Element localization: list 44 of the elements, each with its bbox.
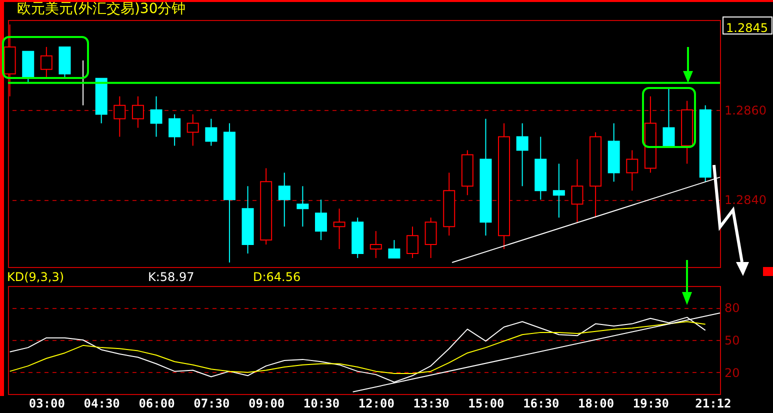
candlestick xyxy=(168,114,181,146)
y-tick-label: 1.2840 xyxy=(724,193,766,208)
candlestick xyxy=(40,46,52,79)
x-tick-label: 10:30 xyxy=(303,396,340,410)
candlestick xyxy=(516,122,528,187)
text: 1.2845 xyxy=(726,21,768,35)
candlestick xyxy=(205,118,218,146)
candlestick xyxy=(370,230,382,259)
x-tick-label: 19:30 xyxy=(632,396,670,410)
x-tick-label: 03:00 xyxy=(28,396,65,410)
candlestick xyxy=(278,172,290,228)
text: D:64.56 xyxy=(253,270,301,284)
x-tick-label: 06:00 xyxy=(138,396,175,410)
candlestick xyxy=(626,150,638,192)
candlestick xyxy=(314,199,327,241)
candlestick xyxy=(662,86,675,146)
x-tick-label: 16:30 xyxy=(523,396,560,410)
y-tick-label: 1.2860 xyxy=(724,103,766,118)
candlestick xyxy=(552,163,565,218)
y-tick-label: 20 xyxy=(724,366,740,380)
x-tick-label: 13:30 xyxy=(413,396,450,410)
x-tick-label: 18:00 xyxy=(578,396,614,410)
candlestick xyxy=(132,96,144,128)
candlestick xyxy=(296,186,309,228)
text: K:58.97 xyxy=(148,270,194,284)
candlestick xyxy=(424,217,437,259)
chart-title: KD(9,3,3) xyxy=(7,270,64,284)
x-tick-label: 07:30 xyxy=(194,396,230,410)
x-tick-label: 21:12 xyxy=(695,396,732,410)
x-tick-label: 12:00 xyxy=(358,396,394,410)
y-tick-label: 50 xyxy=(724,334,740,348)
line-series xyxy=(9,321,706,374)
x-tick-label: 04:30 xyxy=(84,396,120,410)
x-tick-label: 15:00 xyxy=(468,396,504,410)
candlestick xyxy=(571,158,584,223)
y-tick-label: 80 xyxy=(724,301,740,316)
candlestick xyxy=(186,114,199,146)
candlestick xyxy=(333,208,346,250)
candlestick xyxy=(114,96,126,138)
candlestick xyxy=(388,240,400,259)
candlestick xyxy=(406,226,419,259)
chart-title: 欧元美元(外汇交易)30分钟 xyxy=(17,1,186,17)
x-tick-label: 09:00 xyxy=(248,396,285,410)
candlestick xyxy=(150,96,162,138)
